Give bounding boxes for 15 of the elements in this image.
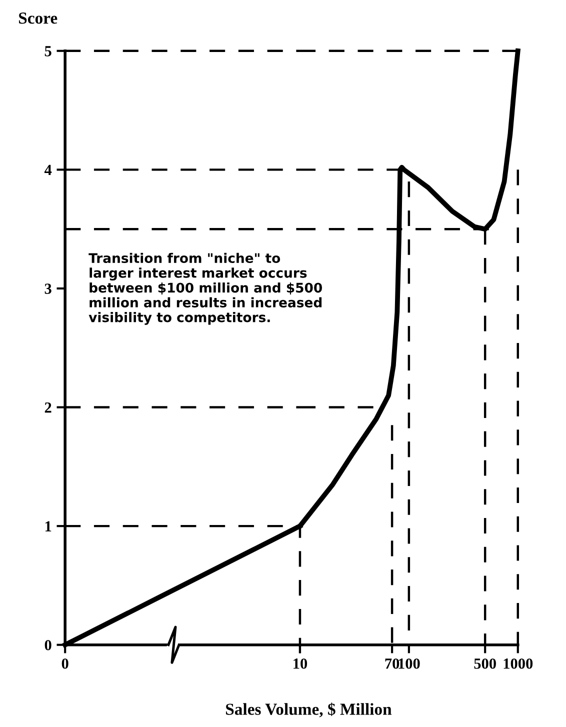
y-tick-label: 0 <box>44 640 52 650</box>
x-tick-label: 1000 <box>504 658 533 669</box>
y-tick-label: 5 <box>44 46 52 56</box>
y-axis-title: Score <box>19 12 58 24</box>
x-tick-label: 10 <box>294 658 308 669</box>
x-axis-title: Sales Volume, $ Million <box>226 702 392 718</box>
y-tick-label: 3 <box>44 284 52 294</box>
annotation: Transition from "niche" to larger interest market occurs between $100 million and $500 million and results in increased visibility to competitors. <box>88 252 322 325</box>
x-tick-label: 100 <box>398 658 420 669</box>
y-tick-label: 1 <box>45 521 52 532</box>
x-tick-label: 500 <box>474 658 496 669</box>
y-tick-label: 2 <box>44 402 52 413</box>
x-tick-label: 0 <box>62 658 68 669</box>
x-tick-label: 70 <box>385 658 400 669</box>
y-tick-label: 4 <box>44 164 52 175</box>
